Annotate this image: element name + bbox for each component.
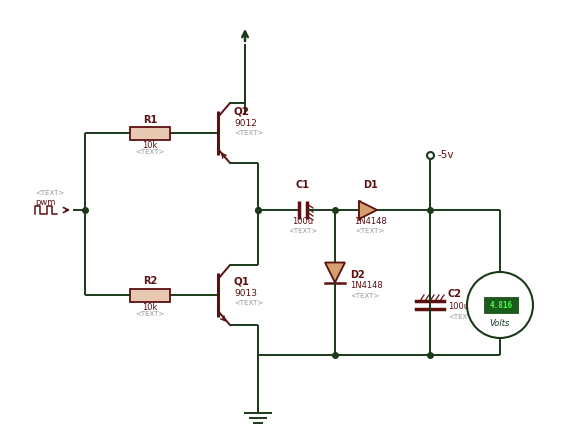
Polygon shape (325, 263, 345, 283)
Text: <TEXT>: <TEXT> (135, 149, 165, 155)
Text: C1: C1 (296, 180, 310, 190)
Text: 9013: 9013 (234, 288, 257, 298)
Text: <TEXT>: <TEXT> (350, 294, 379, 299)
Text: R1: R1 (143, 114, 157, 124)
Text: Volts: Volts (490, 319, 510, 327)
Text: 10k: 10k (142, 141, 158, 151)
Bar (130, 288, 170, 302)
Text: Q1: Q1 (234, 276, 250, 286)
Text: 10k: 10k (142, 303, 158, 312)
Text: 9012: 9012 (234, 118, 257, 128)
Polygon shape (359, 201, 377, 219)
Text: 100u: 100u (448, 302, 469, 311)
Text: 4.816: 4.816 (490, 300, 513, 310)
Text: D2: D2 (350, 269, 364, 280)
Text: +: + (475, 276, 484, 286)
Text: <TEXT>: <TEXT> (288, 228, 317, 234)
Circle shape (467, 272, 533, 338)
Text: pwm: pwm (35, 198, 55, 207)
Text: -5v: -5v (438, 150, 455, 160)
Text: R2: R2 (143, 276, 157, 287)
Text: 1N4148: 1N4148 (350, 281, 383, 291)
Text: C2: C2 (448, 289, 462, 299)
Text: <TEXT>: <TEXT> (135, 311, 165, 318)
Text: <TEXT>: <TEXT> (35, 190, 64, 196)
Text: <TEXT>: <TEXT> (234, 130, 263, 136)
Bar (484, 297, 518, 313)
Text: 1N4148: 1N4148 (354, 217, 386, 226)
Bar (130, 127, 170, 140)
Text: -: - (518, 323, 522, 335)
Text: <TEXT>: <TEXT> (234, 300, 263, 306)
Text: Q2: Q2 (234, 106, 250, 116)
Text: <TEXT>: <TEXT> (448, 314, 477, 320)
Text: 100u: 100u (292, 217, 313, 226)
Text: D1: D1 (363, 180, 377, 190)
Text: <TEXT>: <TEXT> (355, 228, 385, 234)
